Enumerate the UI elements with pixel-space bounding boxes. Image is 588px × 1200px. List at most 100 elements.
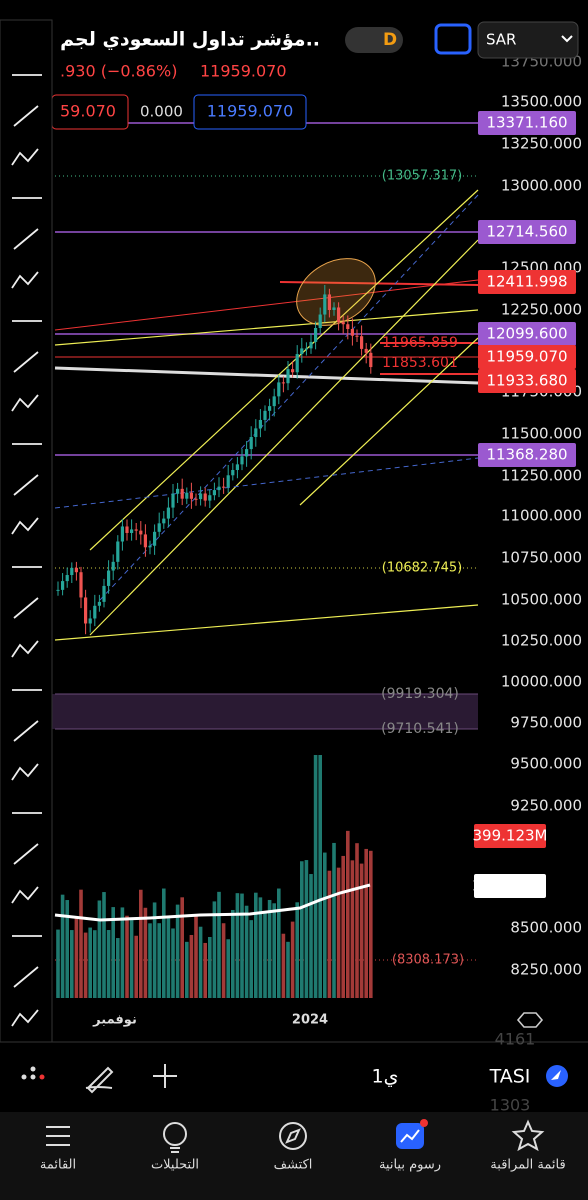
layout-icon[interactable]: [434, 23, 472, 55]
draw-button[interactable]: [85, 1066, 114, 1094]
candle: [102, 585, 106, 602]
candle: [323, 294, 327, 315]
level-label: (8308.173): [392, 953, 464, 968]
price-label: 13250.000: [501, 135, 582, 153]
settings-icon[interactable]: [516, 1012, 544, 1028]
tool[interactable]: [11, 271, 39, 289]
price-label: 10500.000: [501, 591, 582, 609]
tool[interactable]: [13, 228, 39, 250]
tool[interactable]: [13, 597, 39, 619]
tool[interactable]: [11, 394, 39, 412]
volume-bar: [300, 861, 304, 998]
candle: [318, 314, 322, 328]
price-tag: [478, 111, 576, 135]
nav-label[interactable]: قائمة المراقبة: [490, 1158, 565, 1173]
price-tag-label: 12099.600: [486, 325, 567, 343]
candle: [277, 382, 281, 397]
volume-bar: [194, 916, 198, 998]
tool[interactable]: [11, 886, 39, 904]
price-label: 12250.000: [501, 301, 582, 319]
volume-bar: [217, 891, 221, 998]
tool[interactable]: [13, 720, 39, 742]
volume-bar: [60, 894, 65, 998]
candle: [194, 498, 198, 500]
candle: [171, 493, 175, 508]
volume-bar: [166, 917, 171, 998]
nav-label[interactable]: القائمة: [40, 1158, 76, 1173]
candle: [185, 492, 189, 499]
candle: [166, 507, 170, 519]
candle: [300, 348, 304, 355]
price-label: 10750.000: [501, 549, 582, 567]
candle: [176, 488, 180, 494]
tool[interactable]: [13, 351, 39, 373]
candle: [56, 589, 60, 591]
nav-label[interactable]: رسوم بيانية: [379, 1158, 441, 1173]
volume-bar: [309, 874, 313, 998]
volume-bar: [226, 939, 230, 998]
bottom-nav: [0, 1112, 588, 1200]
volume-bar: [231, 909, 235, 998]
box-value: 11959.070: [207, 102, 294, 121]
volume-bar: [341, 855, 345, 998]
symbol[interactable]: TASI: [489, 1066, 531, 1088]
volume-bar: [263, 912, 267, 998]
price-tag-label: 12411.998: [486, 273, 567, 291]
volume-bar: [249, 920, 253, 998]
volume-bar: [88, 927, 92, 998]
price-tag-label: 11933.680: [486, 372, 567, 390]
price-tag-label: 279.581M: [473, 877, 548, 895]
tool-icons[interactable]: [11, 74, 42, 1027]
volume-bar: [120, 907, 125, 998]
price-tag: [478, 443, 576, 467]
price-label: 11000.000: [501, 507, 582, 525]
tool[interactable]: [11, 517, 39, 535]
candle: [240, 456, 244, 465]
volume-bar: [203, 942, 207, 998]
tool[interactable]: [13, 966, 39, 988]
box-value: 0.000: [140, 103, 183, 121]
tool[interactable]: [11, 1009, 39, 1027]
price-tag-label: 11959.070: [486, 348, 567, 366]
price-tag: [478, 220, 576, 244]
volume-bar: [267, 899, 272, 998]
price-tag-label: 13371.160: [486, 114, 567, 132]
tool[interactable]: [11, 763, 39, 781]
level-label: (9919.304): [381, 686, 459, 702]
price-label: 13500.000: [501, 93, 582, 111]
candle: [116, 541, 120, 562]
interval[interactable]: 1ي: [372, 1066, 399, 1088]
price-box[interactable]: [193, 94, 307, 130]
candle: [70, 567, 74, 576]
candle: [134, 529, 138, 531]
volume-bar: [175, 904, 180, 998]
volume-bar: [212, 901, 217, 998]
badge[interactable]: [345, 27, 403, 53]
nav-label[interactable]: اكتشف: [274, 1158, 313, 1173]
volume-bar: [221, 923, 226, 998]
volume-bar: [97, 900, 102, 998]
zone: [0, 694, 478, 729]
nav-label[interactable]: التحليلات: [151, 1158, 199, 1173]
ghost-text: 1303: [490, 1096, 531, 1115]
drawings: [54, 122, 479, 961]
volume-bar: [350, 860, 355, 998]
candle: [346, 324, 350, 330]
tool[interactable]: [13, 474, 39, 496]
candle: [286, 369, 290, 384]
add-button[interactable]: [153, 1064, 177, 1088]
volume-bar: [152, 902, 157, 998]
candle: [157, 523, 161, 532]
candle: [120, 526, 124, 542]
volume-bar: [180, 897, 184, 998]
volume-bar: [143, 907, 148, 998]
tool[interactable]: [13, 105, 39, 127]
currency-select[interactable]: [477, 21, 579, 59]
volume-bar: [171, 928, 175, 998]
volume-bar: [355, 843, 359, 998]
tool[interactable]: [11, 640, 39, 658]
tool[interactable]: [13, 843, 39, 865]
price-label: 9750.000: [510, 714, 582, 732]
level-label: (9710.541): [381, 721, 459, 737]
tool[interactable]: [11, 148, 39, 166]
